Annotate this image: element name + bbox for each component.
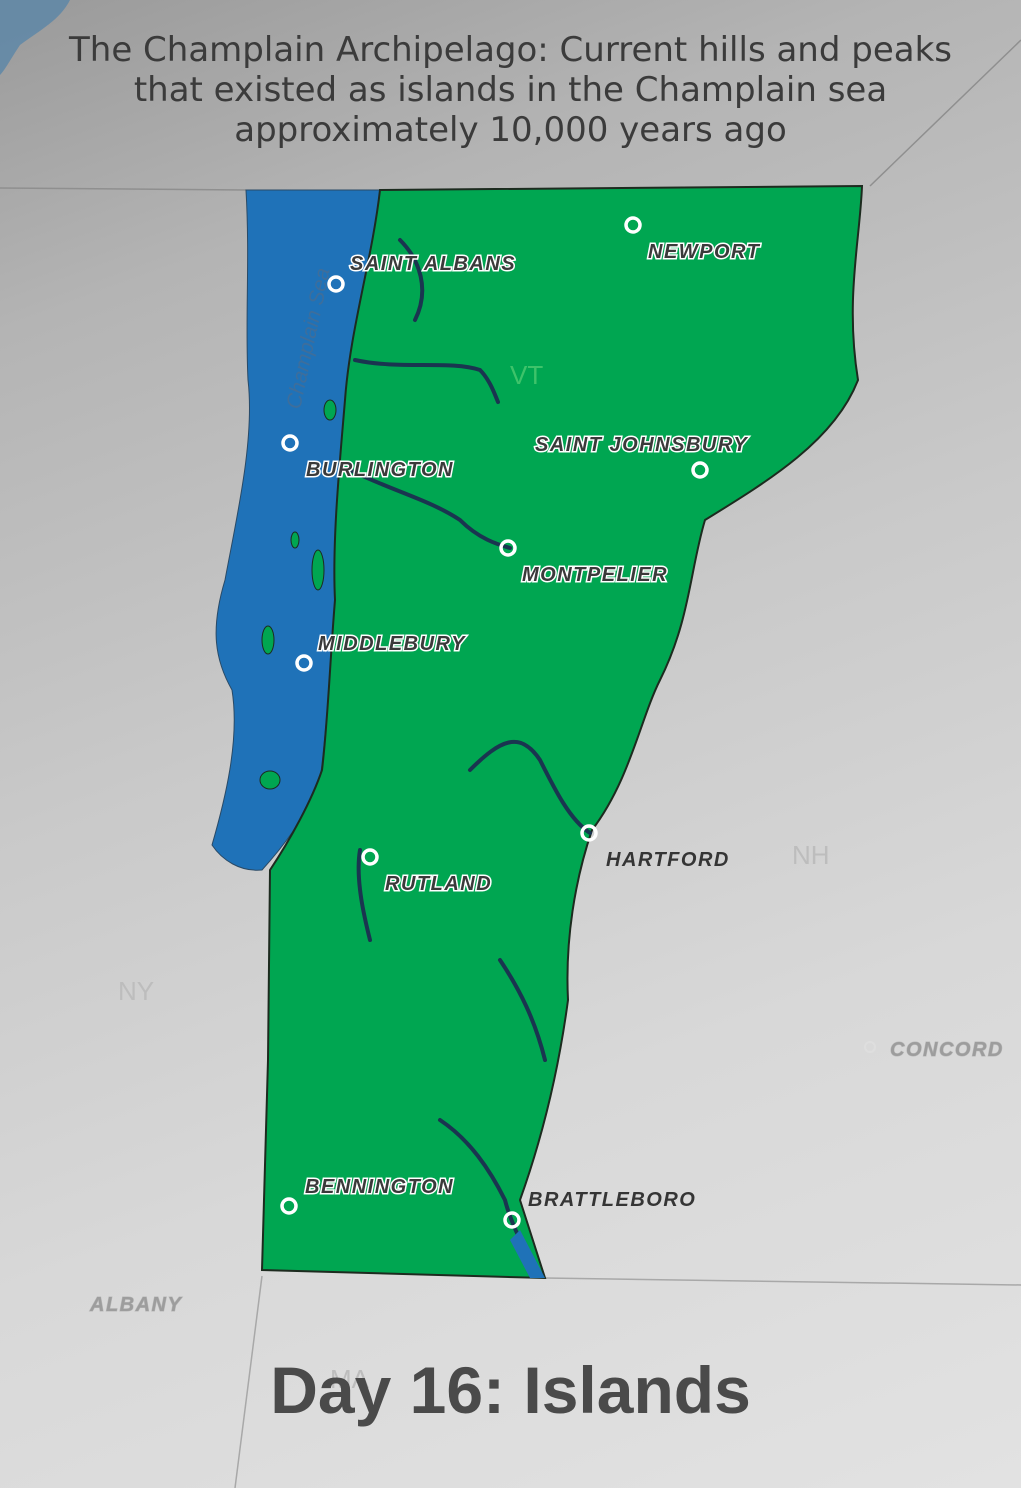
city-label-albany: ALBANY	[89, 1294, 182, 1316]
city-dot-brattleboro	[503, 1211, 521, 1229]
city-label-bennington: BENNINGTON	[305, 1176, 454, 1198]
city-label-concord: CONCORD	[890, 1039, 1004, 1061]
city-dot-montpelier	[499, 539, 517, 557]
city-label-rutland: RUTLAND	[385, 873, 492, 895]
map-title-line-2: that existed as islands in the Champlain…	[133, 70, 888, 110]
footer-title: Day 16: Islands	[270, 1353, 751, 1427]
city-dot-middlebury	[295, 654, 313, 672]
state-border-north	[0, 39, 1021, 191]
city-label-montpelier: MONTPELIER	[522, 564, 668, 586]
map-title-line-1: The Champlain Archipelago: Current hills…	[69, 30, 952, 70]
state-label-ma: MA	[330, 1364, 370, 1394]
city-dot-rutland	[361, 848, 379, 866]
city-dot-hartford	[580, 824, 598, 842]
islands	[259, 399, 337, 790]
city-dot-bennington	[280, 1197, 298, 1215]
city-label-middlebury: MIDDLEBURY	[318, 633, 466, 655]
map-title: The Champlain Archipelago: Current hills…	[0, 30, 1021, 150]
city-label-newport: NEWPORT	[648, 241, 761, 263]
state-label-nh: NH	[792, 840, 830, 870]
state-label-vt: VT	[510, 360, 543, 390]
map-title-line-3: approximately 10,000 years ago	[234, 110, 787, 150]
state-label-ny: NY	[118, 976, 154, 1006]
city-dot-concord	[864, 1041, 876, 1053]
city-dot-saint-albans	[327, 275, 345, 293]
city-dot-saint-johnsbury	[691, 461, 709, 479]
distant-lake	[0, 0, 70, 75]
city-dot-burlington	[281, 434, 299, 452]
city-label-saint-albans: SAINT ALBANS	[350, 253, 516, 275]
city-label-brattleboro: BRATTLEBORO	[528, 1189, 696, 1211]
city-label-burlington: BURLINGTON	[306, 459, 454, 481]
vermont-land	[260, 184, 864, 1280]
city-label-saint-johnsbury: SAINT JOHNSBURY	[535, 434, 748, 456]
city-label-hartford: HARTFORD	[606, 849, 730, 871]
connecticut-river	[510, 1230, 545, 1278]
state-border-south	[234, 1275, 1021, 1488]
city-dot-newport	[624, 216, 642, 234]
